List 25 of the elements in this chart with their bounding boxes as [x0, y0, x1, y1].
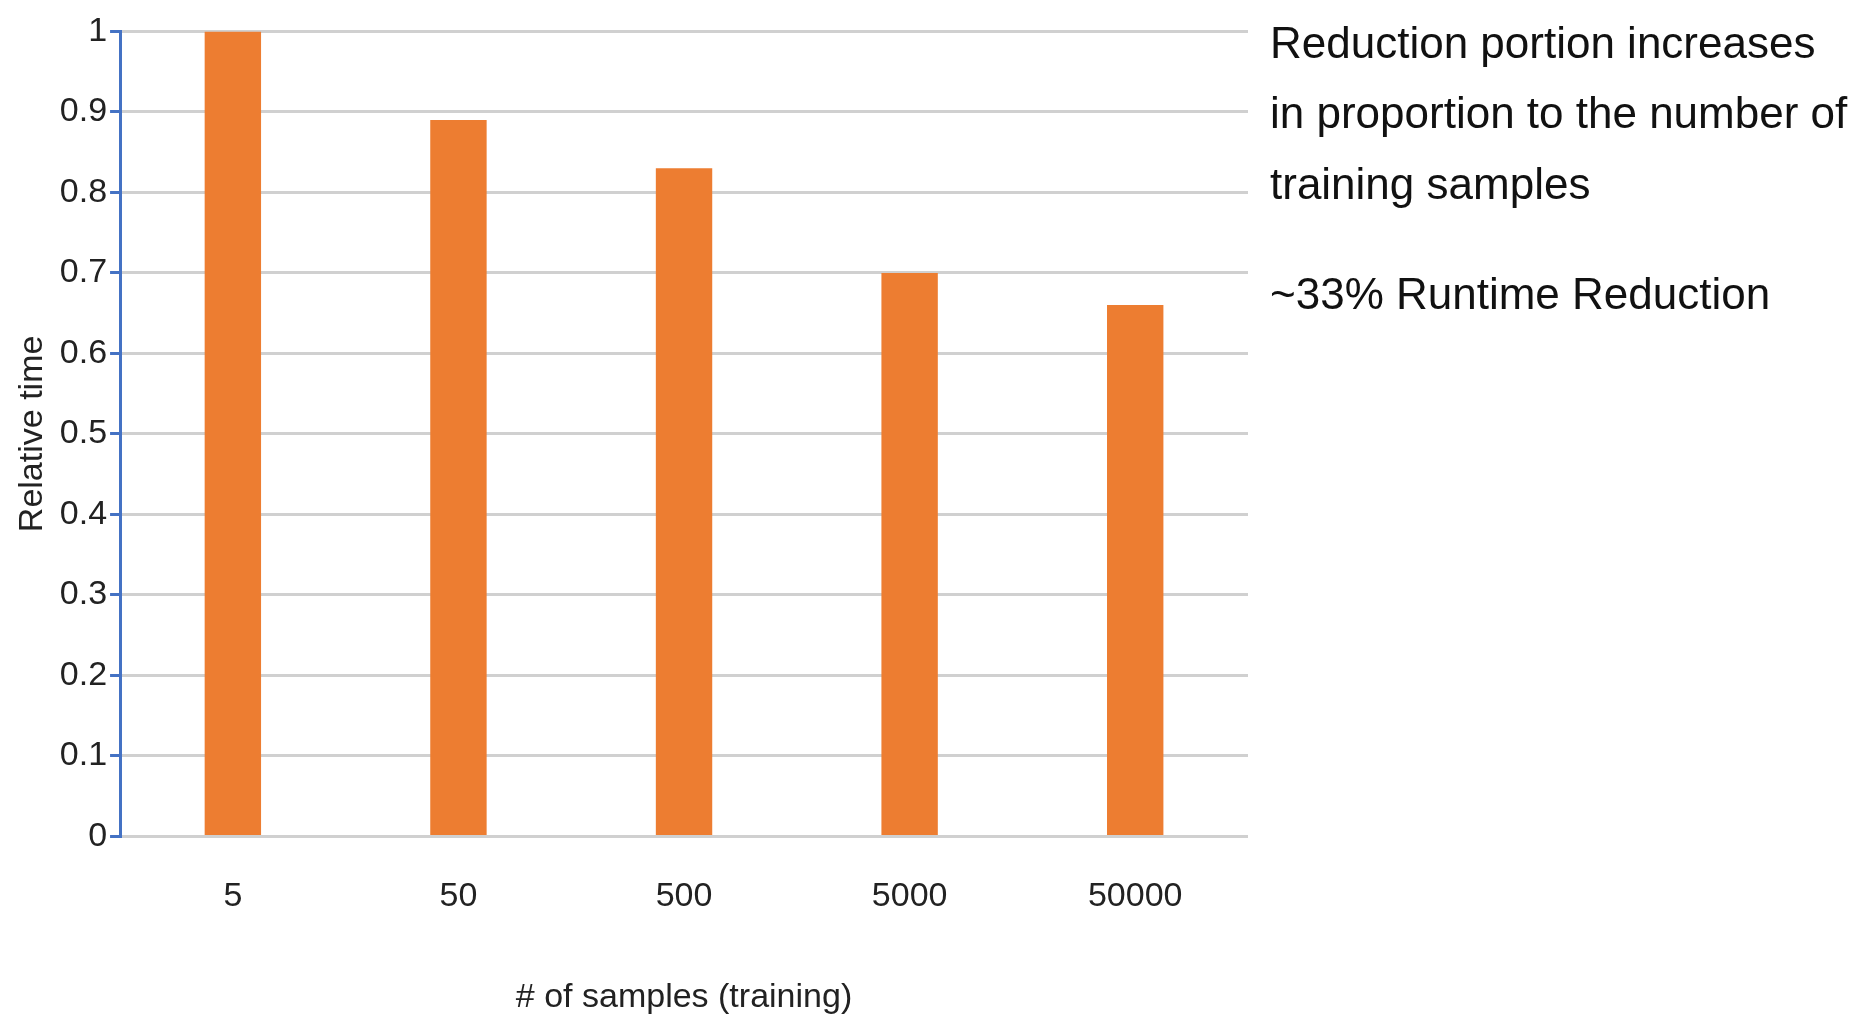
- y-tick-label: 1: [88, 9, 108, 48]
- y-tick-label: 0.3: [59, 573, 108, 612]
- y-tick-label: 0.6: [59, 331, 108, 370]
- y-tick-label: 0.9: [59, 90, 108, 129]
- bar: [655, 168, 713, 835]
- text: ~33% Runtime Reduction: [1270, 268, 1772, 321]
- y-tick-label: 0.8: [59, 170, 108, 209]
- y-tick-label: 0: [88, 814, 108, 853]
- x-tick-label: 50000: [1087, 875, 1183, 914]
- x-axis-title: # of samples (training): [515, 975, 853, 1014]
- bar: [1107, 305, 1164, 835]
- bar: [430, 119, 487, 835]
- x-tick-label: 50: [439, 875, 478, 914]
- x-tick-label: 5: [223, 875, 243, 914]
- text: Reduction portion increases in proportion to the number of training samples: [1270, 17, 1849, 210]
- x-tick-label: 500: [655, 875, 713, 914]
- bar: [204, 31, 262, 835]
- y-tick-label: 0.5: [59, 412, 108, 451]
- y-tick-label: 0.1: [59, 734, 108, 773]
- x-tick-label: 5000: [871, 875, 948, 914]
- bar: [881, 272, 938, 835]
- y-axis-title: Relative time: [10, 335, 49, 533]
- y-tick-label: 0.4: [59, 492, 108, 531]
- y-tick-label: 0.2: [59, 653, 108, 692]
- y-tick-label: 0.7: [59, 251, 108, 290]
